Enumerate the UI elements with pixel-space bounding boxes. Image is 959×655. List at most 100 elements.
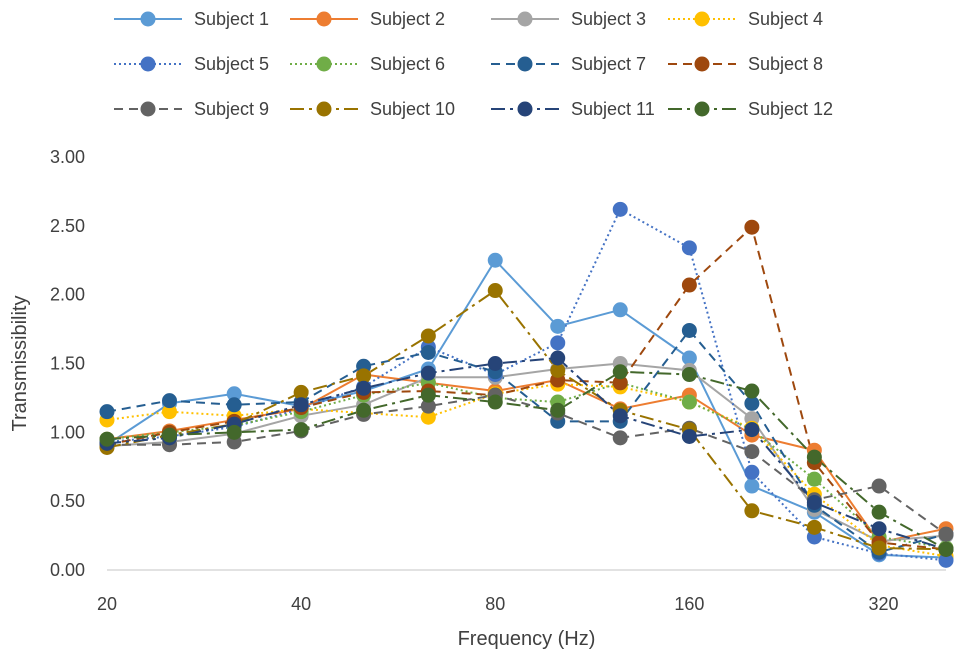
legend-marker [140, 56, 156, 72]
legend-marker [517, 56, 533, 72]
data-point [871, 540, 887, 556]
data-point [487, 283, 503, 299]
data-point [293, 422, 309, 438]
data-point [487, 252, 503, 268]
legend-label: Subject 3 [571, 9, 646, 29]
data-point [293, 384, 309, 400]
legend-marker [517, 11, 533, 27]
data-point [744, 383, 760, 399]
data-point [420, 409, 436, 425]
series-line [106, 259, 947, 559]
data-point [806, 495, 822, 511]
data-point [550, 335, 566, 351]
x-tick-label: 20 [97, 594, 117, 614]
data-point [806, 471, 822, 487]
data-point [161, 427, 177, 443]
data-point [612, 408, 628, 424]
data-point [487, 394, 503, 410]
y-tick-label: 0.50 [50, 491, 85, 511]
x-axis-ticks: 20 40 80 160 320 [97, 594, 899, 614]
legend: Subject 1 Subject 2 Subject 3 Subject 4 Subj… [114, 9, 833, 119]
y-tick-label: 2.00 [50, 285, 85, 305]
data-point [161, 404, 177, 420]
legend-marker [316, 11, 332, 27]
legend-marker [694, 56, 710, 72]
data-point [681, 367, 697, 383]
data-point [744, 422, 760, 438]
data-point [550, 362, 566, 378]
data-point [744, 464, 760, 480]
y-tick-label: 1.00 [50, 422, 85, 442]
series-line [106, 383, 947, 558]
data-point [938, 552, 954, 568]
data-point [356, 380, 372, 396]
data-point [420, 398, 436, 414]
data-point [550, 318, 566, 334]
x-tick-label: 80 [485, 594, 505, 614]
series-line [106, 329, 947, 554]
legend-label: Subject 4 [748, 9, 823, 29]
legend-label: Subject 2 [370, 9, 445, 29]
data-point [744, 444, 760, 460]
data-point [293, 397, 309, 413]
data-point [356, 402, 372, 418]
data-point [612, 302, 628, 318]
data-point [99, 431, 115, 447]
data-point [681, 277, 697, 293]
data-point [681, 322, 697, 338]
data-point [681, 350, 697, 366]
data-point [744, 395, 760, 411]
series-lines [106, 208, 947, 562]
legend-label: Subject 6 [370, 54, 445, 74]
data-point [871, 521, 887, 537]
data-point [681, 394, 697, 410]
legend-marker [140, 101, 156, 117]
data-point [612, 364, 628, 380]
data-point [744, 503, 760, 519]
legend-label: Subject 7 [571, 54, 646, 74]
data-point [871, 478, 887, 494]
data-point [612, 375, 628, 391]
legend-label: Subject 10 [370, 99, 455, 119]
series-line [106, 381, 947, 549]
data-point [681, 240, 697, 256]
legend-marker [316, 56, 332, 72]
data-point [612, 201, 628, 217]
data-point [938, 526, 954, 542]
data-point [161, 393, 177, 409]
data-point [226, 424, 242, 440]
data-point [681, 428, 697, 444]
data-point [938, 541, 954, 557]
legend-label: Subject 9 [194, 99, 269, 119]
data-point [871, 504, 887, 520]
series-line [106, 362, 947, 543]
data-point [420, 387, 436, 403]
legend-marker [517, 101, 533, 117]
data-point [806, 519, 822, 535]
x-tick-label: 40 [291, 594, 311, 614]
legend-label: Subject 12 [748, 99, 833, 119]
series-line [106, 208, 947, 562]
data-point [99, 404, 115, 420]
series-line [106, 289, 947, 551]
y-axis-title: Transmissibility [9, 296, 31, 432]
data-point [226, 397, 242, 413]
data-point [487, 356, 503, 371]
legend-marker [694, 101, 710, 117]
x-axis-title: Frequency (Hz) [458, 628, 596, 650]
y-axis-ticks: 0.00 0.50 1.00 1.50 2.00 2.50 3.00 [50, 147, 85, 580]
data-point [226, 386, 242, 402]
data-point [744, 478, 760, 494]
y-tick-label: 3.00 [50, 147, 85, 167]
data-point [550, 350, 566, 366]
series-markers [99, 201, 954, 568]
y-tick-label: 2.50 [50, 216, 85, 236]
data-point [550, 402, 566, 418]
y-tick-label: 0.00 [50, 560, 85, 580]
legend-label: Subject 5 [194, 54, 269, 74]
legend-label: Subject 1 [194, 9, 269, 29]
legend-marker [140, 11, 156, 27]
data-point [744, 219, 760, 235]
legend-label: Subject 11 [571, 99, 655, 119]
